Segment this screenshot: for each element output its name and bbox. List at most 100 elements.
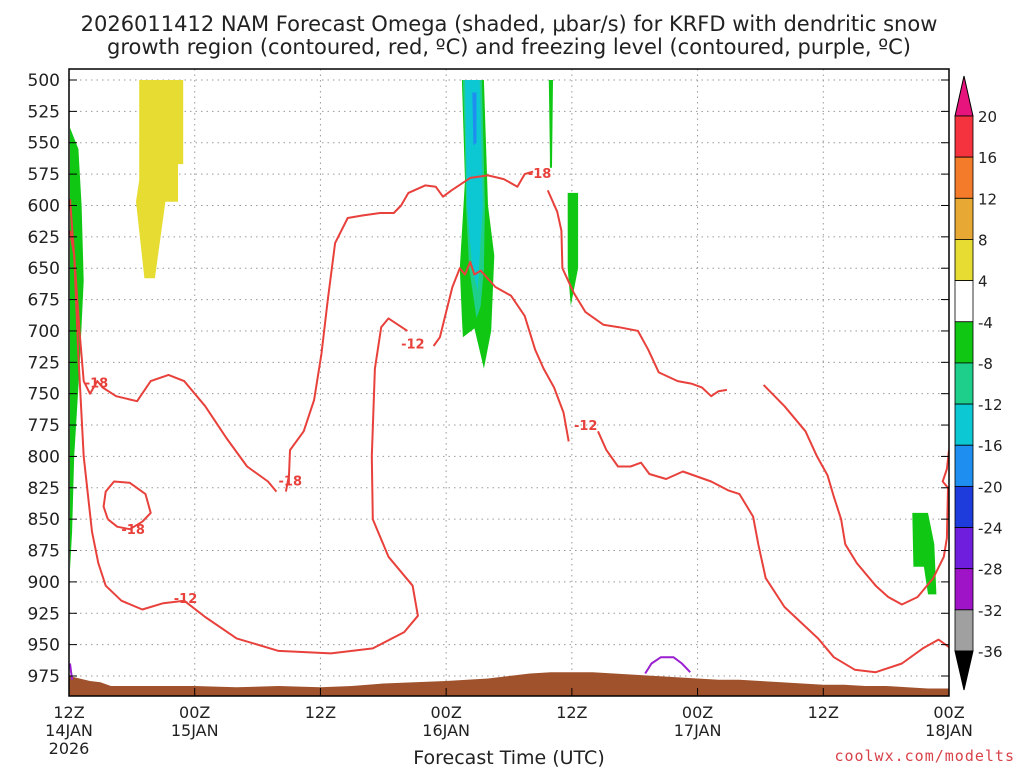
y-tick-label: 800 (28, 447, 60, 467)
omega-shade-region (465, 80, 483, 291)
x-tick-label: 00Z (430, 703, 461, 722)
colorbar-segment (954, 239, 974, 282)
y-tick-label: 700 (28, 322, 60, 342)
colorbar-label: -36 (978, 643, 1003, 661)
colorbar-label: 4 (978, 273, 988, 291)
colorbar-segment (954, 568, 974, 611)
colorbar-label: -28 (978, 561, 1003, 579)
freezing-contour-line (69, 663, 74, 680)
freezing-level-contours (69, 656, 691, 680)
chart-title-line2: growth region (contoured, red, ºC) and f… (107, 35, 911, 59)
colorbar-label: -32 (978, 602, 1003, 620)
colorbar-segment (954, 156, 974, 199)
x-tick-label: 14JAN (45, 721, 93, 740)
y-tick-label: 575 (28, 165, 60, 185)
colorbar-segment (954, 280, 974, 323)
y-tick-label: 950 (28, 636, 60, 656)
dgz-contour-line (284, 170, 534, 492)
chart-title-line1: 2026011412 NAM Forecast Omega (shaded, μ… (81, 12, 938, 36)
colorbar-label: -12 (978, 396, 1003, 414)
colorbar-top-arrow (954, 75, 974, 117)
dgz-contour-line (597, 430, 949, 674)
y-axis-ticks: 500 525 550 575 600 625 650 675 700 725 750 775 800 8… (28, 71, 949, 687)
x-tick-label: 00Z (682, 703, 713, 722)
y-tick-label: 900 (28, 573, 60, 593)
terrain-fill (69, 672, 949, 696)
x-tick-label: 15JAN (171, 721, 219, 740)
x-tick-label: 18JAN (925, 721, 973, 740)
colorbar-segment (954, 197, 974, 240)
x-tick-label: 00Z (933, 703, 964, 722)
omega-shade-region (567, 192, 579, 306)
dgz-contour-line (546, 189, 728, 398)
colorbar-label: 20 (978, 108, 997, 126)
y-tick-label: 750 (28, 385, 60, 405)
y-tick-label: 600 (28, 196, 60, 216)
dgz-contour-line (102, 480, 152, 531)
y-tick-label: 825 (28, 479, 60, 499)
plot-frame-bg (69, 69, 949, 696)
y-tick-label: 875 (28, 542, 60, 562)
dgz-contour-line (762, 384, 949, 606)
y-tick-label: 625 (28, 228, 60, 248)
x-tick-label: 00Z (179, 703, 210, 722)
x-tick-label: 12Z (53, 703, 84, 722)
omega-shade-region (912, 512, 937, 595)
plot-frame (68, 68, 950, 697)
y-tick-label: 725 (28, 353, 60, 373)
colorbar-label: 16 (978, 149, 997, 167)
x-tick-label: 12Z (808, 703, 839, 722)
y-tick-label: 975 (28, 667, 60, 687)
x-axis-title: Forecast Time (UTC) (413, 747, 604, 768)
y-tick-label: 775 (28, 416, 60, 436)
colorbar-label: -24 (978, 520, 1003, 538)
credit-text: coolwx.com/modelts (834, 747, 1015, 765)
colorbar-segment (954, 527, 974, 570)
omega-shade-region (472, 92, 477, 146)
colorbar-label: -4 (978, 314, 993, 332)
x-tick-label: 17JAN (674, 721, 722, 740)
contour-label: -18 (85, 376, 109, 391)
y-tick-label: 925 (28, 604, 60, 624)
dgz-contour-line (69, 199, 419, 655)
contour-labels: -18 -18 -12 -18 -12 -18 -12 (85, 167, 598, 607)
contour-label: -12 (574, 419, 598, 434)
y-tick-label: 500 (28, 71, 60, 91)
colorbar-bottom-arrow (954, 650, 974, 691)
y-tick-label: 650 (28, 259, 60, 279)
contour-label: -12 (401, 338, 425, 353)
colorbar-segment (954, 444, 974, 487)
colorbar-segment (954, 362, 974, 405)
y-tick-label: 525 (28, 102, 60, 122)
contour-label: -12 (174, 592, 198, 607)
x-tick-label: 2026 (49, 739, 90, 758)
dgz-contours (69, 170, 949, 674)
omega-shade-region (136, 80, 184, 279)
x-tick-label: 12Z (305, 703, 336, 722)
colorbar-segment (954, 403, 974, 446)
colorbar-label: 8 (978, 231, 988, 249)
colorbar-label: -20 (978, 478, 1003, 496)
x-tick-label: 16JAN (422, 721, 470, 740)
colorbar-segment (954, 321, 974, 364)
colorbar-label: 12 (978, 190, 997, 208)
freezing-contour-line (644, 656, 691, 675)
y-tick-label: 675 (28, 291, 60, 311)
colorbar-label: -8 (978, 355, 993, 373)
colorbar-segment (954, 609, 974, 652)
omega-shade-region (548, 80, 553, 168)
contour-label: -18 (279, 474, 303, 489)
y-tick-label: 550 (28, 134, 60, 154)
terrain (69, 672, 949, 696)
colorbar-segment (954, 485, 974, 528)
x-tick-label: 12Z (556, 703, 587, 722)
dgz-contour-line (432, 260, 570, 442)
colorbar: 20 16 12 8 4 -4 -8 -12 -16 -20 -24 -28 -32 -36 (954, 75, 1003, 691)
colorbar-segment (954, 115, 974, 158)
contour-label: -18 (528, 167, 552, 182)
y-tick-label: 850 (28, 510, 60, 530)
dgz-contour-line (69, 230, 278, 493)
contour-label: -18 (121, 523, 145, 538)
